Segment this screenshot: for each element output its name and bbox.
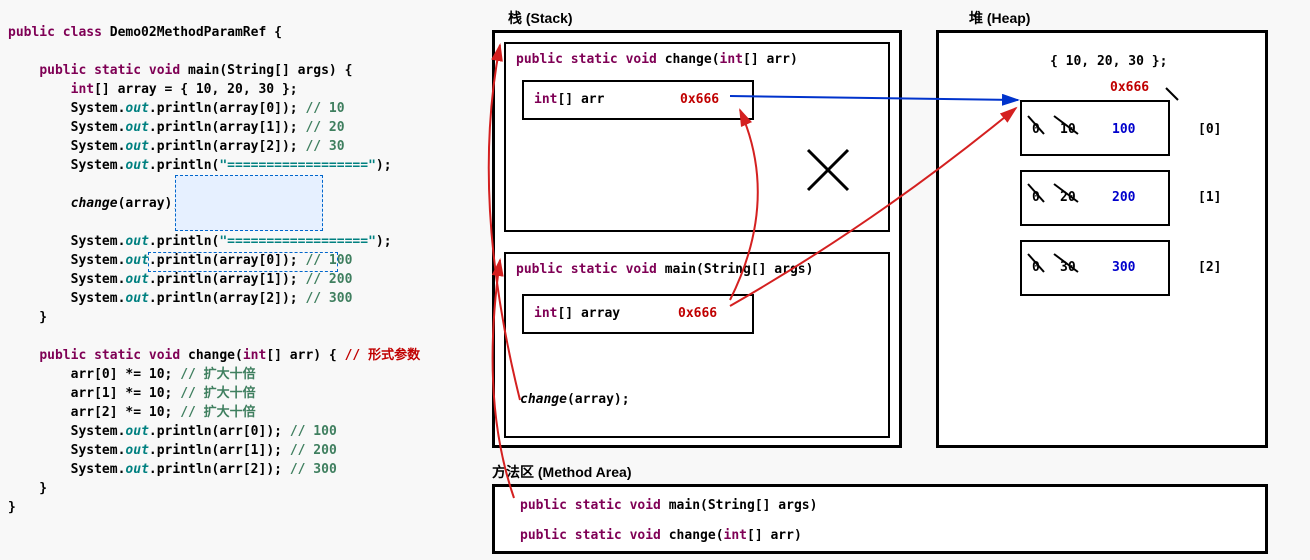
stack-call-text: change(array); bbox=[520, 392, 630, 407]
method-area-label: 方法区 (Method Area) bbox=[492, 462, 631, 482]
stack-change-var: int[] arr bbox=[534, 92, 604, 107]
stack-change-frame bbox=[504, 42, 890, 232]
heap-cell-2 bbox=[1020, 240, 1170, 296]
heap-old-0b: 10 bbox=[1060, 122, 1076, 137]
stack-main-sig: public static void main(String[] args) bbox=[516, 262, 813, 277]
heap-addr: 0x666 bbox=[1110, 80, 1149, 95]
heap-old-1b: 20 bbox=[1060, 190, 1076, 205]
heap-old-0a: 0 bbox=[1032, 122, 1040, 137]
heap-label: 堆 (Heap) bbox=[969, 8, 1030, 28]
heap-idx-1: [1] bbox=[1198, 190, 1221, 205]
selection-box-2 bbox=[148, 252, 338, 272]
stack-main-frame bbox=[504, 252, 890, 438]
method-area-change: public static void change(int[] arr) bbox=[520, 528, 802, 543]
stack-change-sig: public static void change(int[] arr) bbox=[516, 52, 798, 67]
heap-idx-2: [2] bbox=[1198, 260, 1221, 275]
heap-new-1: 200 bbox=[1112, 190, 1135, 205]
heap-old-2b: 30 bbox=[1060, 260, 1076, 275]
stack-change-addr: 0x666 bbox=[680, 92, 719, 107]
stack-label: 栈 (Stack) bbox=[508, 8, 573, 28]
heap-literal: { 10, 20, 30 }; bbox=[1050, 54, 1167, 69]
stack-main-var: int[] array bbox=[534, 306, 620, 321]
heap-box bbox=[936, 30, 1268, 448]
method-area-main: public static void main(String[] args) bbox=[520, 498, 817, 513]
heap-cell-0 bbox=[1020, 100, 1170, 156]
stack-main-addr: 0x666 bbox=[678, 306, 717, 321]
heap-old-2a: 0 bbox=[1032, 260, 1040, 275]
selection-box-1 bbox=[175, 175, 323, 231]
heap-cell-1 bbox=[1020, 170, 1170, 226]
heap-old-1a: 0 bbox=[1032, 190, 1040, 205]
heap-idx-0: [0] bbox=[1198, 122, 1221, 137]
heap-new-2: 300 bbox=[1112, 260, 1135, 275]
method-area-box bbox=[492, 484, 1268, 554]
heap-new-0: 100 bbox=[1112, 122, 1135, 137]
